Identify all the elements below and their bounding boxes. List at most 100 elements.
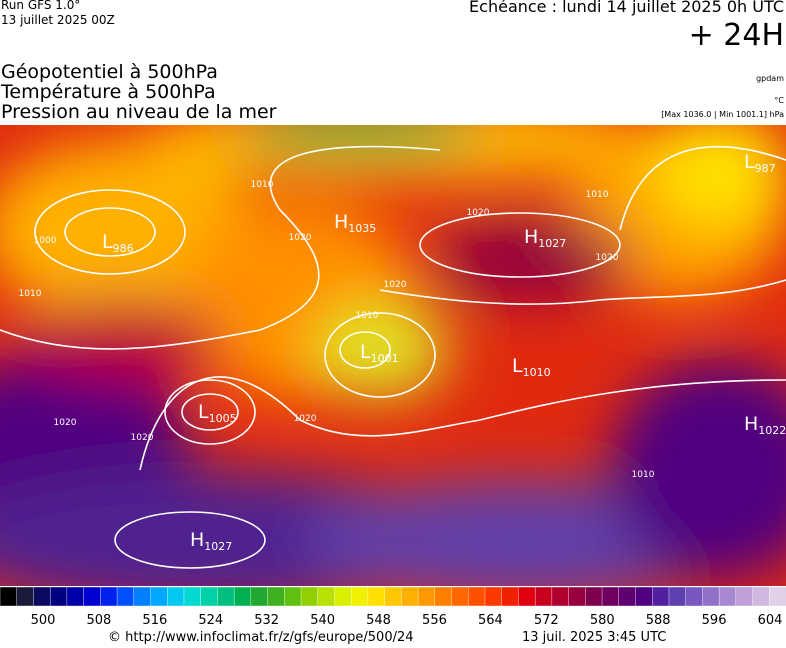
run-date: 13 juillet 2025 00Z bbox=[1, 13, 115, 27]
center-value: 986 bbox=[113, 242, 134, 255]
isobar-label: 1020 bbox=[467, 208, 490, 218]
isobar-label: 1020 bbox=[289, 233, 312, 243]
colorbar-label: 508 bbox=[87, 613, 112, 628]
center-letter: L bbox=[512, 355, 523, 377]
colorbar-swatch bbox=[451, 586, 469, 607]
center-letter: H bbox=[744, 413, 758, 435]
colorbar-swatch bbox=[183, 586, 202, 607]
colorbar-swatch bbox=[551, 586, 570, 607]
isobar-label: 1000 bbox=[34, 236, 57, 246]
isobar-label: 1020 bbox=[131, 433, 154, 443]
isobar-label: 1010 bbox=[356, 311, 379, 321]
unit: [Max 1036.0 | Min 1001.1] hPa bbox=[661, 110, 784, 119]
isobar-label: 1010 bbox=[19, 289, 42, 299]
title: Pression au niveau de la mer bbox=[1, 101, 277, 123]
colorbar-swatch bbox=[468, 586, 486, 607]
center-letter: L bbox=[198, 401, 209, 423]
title: Géopotentiel à 500hPa bbox=[1, 61, 218, 83]
colorbar-swatch bbox=[601, 586, 620, 607]
pressure-center: H1027 bbox=[190, 529, 232, 553]
colorbar-swatch bbox=[484, 586, 503, 607]
colorbar-swatch bbox=[367, 586, 386, 607]
colorbar-swatch bbox=[350, 586, 369, 607]
colorbar-swatch bbox=[317, 586, 335, 607]
isobar-label: 1020 bbox=[596, 253, 619, 263]
colorbar-swatch bbox=[250, 586, 269, 607]
colorbar-swatch bbox=[150, 586, 168, 607]
center-value: 1027 bbox=[204, 540, 232, 553]
colorbar-swatch bbox=[83, 586, 101, 607]
field bbox=[0, 125, 786, 586]
colorbar-label: 596 bbox=[702, 613, 727, 628]
colorbar-swatch bbox=[66, 586, 85, 607]
colorbar-swatch bbox=[401, 586, 419, 607]
colorbar-swatch bbox=[769, 586, 786, 607]
isobar-label: 1020 bbox=[54, 418, 77, 428]
colorbar-label: 548 bbox=[366, 613, 391, 628]
colorbar-swatch bbox=[618, 586, 636, 607]
colorbar-swatch bbox=[652, 586, 670, 607]
colorbar-swatch bbox=[334, 586, 352, 607]
pressure-center: L987 bbox=[744, 151, 776, 175]
center-letter: L bbox=[360, 341, 371, 363]
colorbar-swatch bbox=[284, 586, 302, 607]
pressure-center: H1027 bbox=[524, 226, 566, 250]
colorbar-swatch bbox=[0, 586, 18, 607]
forecast: Echéance : lundi 14 juillet 2025 0h UTC bbox=[469, 0, 784, 16]
colorbar-swatch bbox=[518, 586, 536, 607]
colorbar-swatch bbox=[417, 586, 436, 607]
colorbar-label: 588 bbox=[646, 613, 671, 628]
pressure-center: H1035 bbox=[334, 211, 376, 235]
run: Run GFS 1.0° bbox=[1, 0, 81, 12]
colorbar-label: 572 bbox=[534, 613, 559, 628]
center-letter: H bbox=[190, 529, 204, 551]
colorbar-swatch bbox=[635, 586, 653, 607]
colorbar-label: 516 bbox=[142, 613, 167, 628]
isobar-label: 1010 bbox=[632, 470, 655, 480]
colorbar-swatch bbox=[217, 586, 235, 607]
pressure-center: H1022 bbox=[744, 413, 786, 437]
colorbar-label: 540 bbox=[310, 613, 335, 628]
colorbar-swatch bbox=[267, 586, 285, 607]
colorbar-swatch bbox=[752, 586, 770, 607]
center-letter: H bbox=[524, 226, 538, 248]
colorbar-swatch bbox=[718, 586, 737, 607]
colorbar-swatch bbox=[735, 586, 754, 607]
isobar-label: 1010 bbox=[251, 180, 274, 190]
footer-time: 13 juil. 2025 3:45 UTC bbox=[522, 630, 667, 645]
isobar-label: 1020 bbox=[294, 414, 317, 424]
colorbar-swatch bbox=[585, 586, 603, 607]
colorbar-swatch bbox=[501, 586, 519, 607]
colorbar-swatch bbox=[568, 586, 586, 607]
colorbar-swatch bbox=[685, 586, 703, 607]
colorbar-swatch bbox=[167, 586, 185, 607]
center-letter: L bbox=[102, 231, 113, 253]
colorbar-label: 604 bbox=[758, 613, 783, 628]
colorbar-swatch bbox=[133, 586, 152, 607]
pressure-center: L1001 bbox=[360, 341, 399, 365]
colorbar-swatch bbox=[49, 586, 68, 607]
colorbar-swatch bbox=[300, 586, 319, 607]
colorbar-swatch bbox=[233, 586, 252, 607]
center-value: 987 bbox=[755, 162, 776, 175]
center-value: 1005 bbox=[209, 412, 237, 425]
center-value: 1010 bbox=[523, 366, 551, 379]
center-letter: H bbox=[334, 211, 348, 233]
colorbar-swatch bbox=[16, 586, 34, 607]
center-value: 1027 bbox=[538, 237, 566, 250]
colorbar-label: 532 bbox=[254, 613, 279, 628]
lead-time: + 24H bbox=[688, 18, 784, 53]
center-value: 1022 bbox=[758, 424, 786, 437]
colorbar-label: 580 bbox=[590, 613, 615, 628]
colorbar-label: 500 bbox=[31, 613, 56, 628]
unit: gpdam bbox=[756, 74, 784, 83]
title: Température à 500hPa bbox=[1, 81, 216, 103]
unit: °C bbox=[774, 96, 784, 105]
pressure-center: L1005 bbox=[198, 401, 237, 425]
colorbar-swatch bbox=[200, 586, 218, 607]
colorbar-swatch bbox=[100, 586, 118, 607]
colorbar-swatch bbox=[33, 586, 51, 607]
center-value: 1001 bbox=[371, 352, 399, 365]
footer-url: © http://www.infoclimat.fr/z/gfs/europe/… bbox=[108, 630, 414, 645]
